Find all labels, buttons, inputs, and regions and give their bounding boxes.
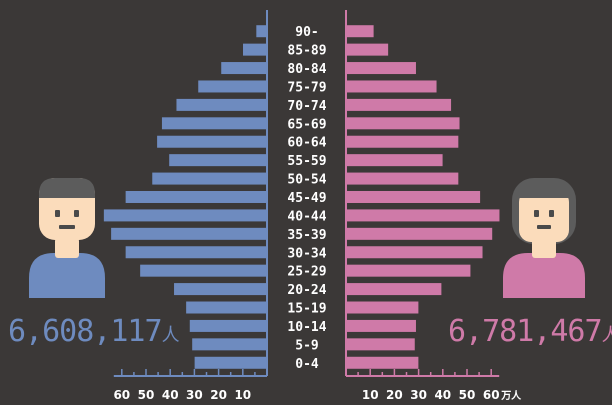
male-total: 6,608,117人 (8, 314, 180, 349)
male-total-value: 6,608,117 (8, 314, 163, 349)
male-mouth (59, 225, 75, 229)
age-label-50-54: 50-54 (287, 173, 326, 188)
male-left-eye (55, 210, 60, 217)
age-label-5-9: 5-9 (295, 338, 318, 353)
male-bar-80-84 (221, 62, 266, 75)
age-label-60-64: 60-64 (287, 136, 326, 151)
age-label-90-: 90- (295, 25, 318, 40)
female-bar-40-44 (347, 209, 500, 222)
female-bar-80-84 (347, 62, 416, 75)
right-tick-label-30: 30 (410, 388, 427, 402)
female-bar-70-74 (347, 98, 452, 111)
female-total-value: 6,781,467 (448, 314, 603, 349)
male-neck (55, 238, 79, 258)
age-label-65-69: 65-69 (287, 117, 326, 132)
female-bar-0-4 (347, 356, 419, 369)
female-bar-45-49 (347, 190, 481, 203)
age-label-85-89: 85-89 (287, 44, 326, 59)
female-right-eye (549, 210, 554, 217)
female-bar-30-34 (347, 246, 483, 259)
female-bar-60-64 (347, 135, 459, 148)
male-bar-35-39 (111, 227, 267, 240)
age-label-20-24: 20-24 (287, 283, 326, 298)
right-tick-label-50: 50 (459, 388, 476, 402)
male-bar-25-29 (140, 264, 266, 277)
axis-unit-label: 万人 (500, 389, 522, 402)
female-bar-20-24 (347, 283, 442, 296)
left-tick-label-10: 10 (234, 388, 251, 402)
female-bangs (517, 181, 571, 198)
female-bar-75-79 (347, 80, 437, 93)
male-bar-70-74 (176, 98, 266, 111)
left-tick-label-60: 60 (113, 388, 130, 402)
male-bar-0-4 (194, 356, 266, 369)
female-bar-65-69 (347, 117, 460, 130)
woman-avatar-icon (503, 178, 585, 302)
male-bar-90- (256, 25, 266, 38)
female-bar-35-39 (347, 227, 493, 240)
male-bar-55-59 (169, 154, 266, 167)
female-total-unit: 人 (601, 325, 612, 346)
male-bar-5-9 (192, 338, 266, 351)
male-bar-15-19 (186, 301, 266, 314)
age-label-35-39: 35-39 (287, 228, 326, 243)
male-body (29, 253, 105, 298)
male-bar-75-79 (198, 80, 266, 93)
female-body (503, 253, 585, 298)
age-label-70-74: 70-74 (287, 99, 326, 114)
age-label-40-44: 40-44 (287, 209, 326, 224)
age-label-75-79: 75-79 (287, 80, 326, 95)
right-tick-label-20: 20 (386, 388, 403, 402)
female-total: 6,781,467人 (448, 314, 612, 349)
female-bar-90- (347, 25, 374, 38)
male-bar-40-44 (103, 209, 266, 222)
age-label-15-19: 15-19 (287, 302, 326, 317)
male-bar-20-24 (174, 283, 266, 296)
age-label-10-14: 10-14 (287, 320, 326, 335)
male-hair (39, 178, 95, 198)
female-bar-15-19 (347, 301, 419, 314)
right-tick-label-10: 10 (362, 388, 379, 402)
right-tick-label-40: 40 (434, 388, 451, 402)
male-bar-50-54 (152, 172, 266, 185)
left-tick-label-40: 40 (162, 388, 179, 402)
right-tick-label-60: 60 (483, 388, 500, 402)
female-bar-25-29 (347, 264, 471, 277)
male-bar-60-64 (157, 135, 266, 148)
male-bar-10-14 (189, 319, 266, 332)
male-right-eye (74, 210, 79, 217)
female-bar-55-59 (347, 154, 443, 167)
age-label-30-34: 30-34 (287, 246, 326, 261)
age-label-80-84: 80-84 (287, 62, 326, 77)
female-mouth (537, 225, 551, 229)
age-label-0-4: 0-4 (295, 357, 319, 372)
female-left-eye (534, 210, 539, 217)
male-bar-30-34 (125, 246, 266, 259)
female-bar-85-89 (347, 43, 389, 56)
age-label-55-59: 55-59 (287, 154, 326, 169)
male-bar-65-69 (161, 117, 266, 130)
age-label-45-49: 45-49 (287, 191, 326, 206)
age-label-25-29: 25-29 (287, 265, 326, 280)
male-bar-45-49 (125, 190, 266, 203)
left-tick-label-30: 30 (186, 388, 203, 402)
female-bar-10-14 (347, 319, 416, 332)
man-avatar-icon (26, 178, 108, 302)
left-tick-label-20: 20 (210, 388, 227, 402)
left-tick-label-50: 50 (138, 388, 155, 402)
female-head (519, 190, 569, 242)
male-bar-85-89 (243, 43, 266, 56)
male-total-unit: 人 (161, 325, 180, 346)
female-bar-5-9 (347, 338, 415, 351)
female-bar-50-54 (347, 172, 459, 185)
